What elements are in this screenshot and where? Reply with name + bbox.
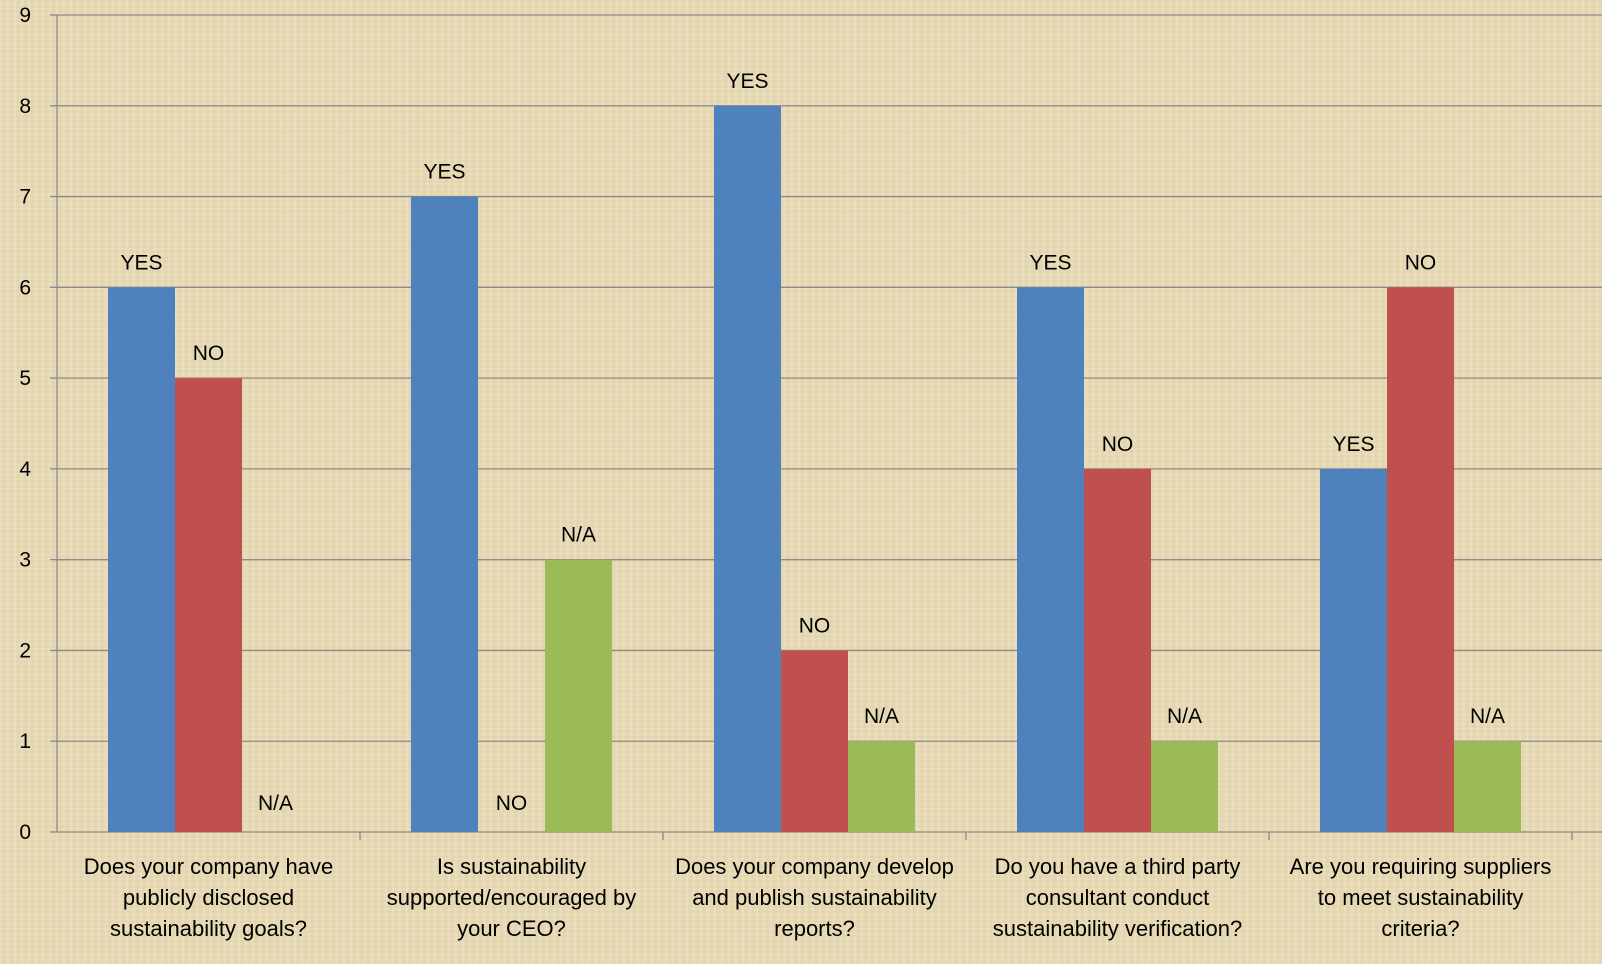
data-label: YES	[423, 161, 465, 184]
bar-no	[1084, 469, 1151, 832]
category-label: Do you have a third party	[995, 854, 1241, 879]
bar-no	[175, 378, 242, 832]
category-label: criteria?	[1381, 916, 1459, 941]
y-tick-label: 1	[19, 730, 31, 753]
data-label: N/A	[864, 705, 899, 728]
y-tick-label: 9	[19, 4, 31, 27]
bar-na	[1454, 741, 1521, 832]
category-label: Does your company develop	[675, 854, 954, 879]
category-label: and publish sustainability	[692, 885, 937, 910]
y-tick-label: 2	[19, 639, 31, 662]
data-label: NO	[496, 792, 528, 815]
data-label: N/A	[561, 524, 596, 547]
bar-yes	[1017, 287, 1084, 832]
y-tick-label: 7	[19, 186, 31, 209]
bar-na	[545, 560, 612, 832]
data-label: YES	[1332, 433, 1374, 456]
category-label: Does your company have	[84, 854, 333, 879]
category-label: sustainability verification?	[993, 916, 1242, 941]
category-label: publicly disclosed	[123, 885, 294, 910]
bar-no	[1387, 287, 1454, 832]
category-label: Are you requiring suppliers	[1290, 854, 1552, 879]
y-tick-label: 4	[19, 458, 31, 481]
category-labels: Does your company have publicly disclosed…	[84, 854, 1552, 941]
category-label: sustainability goals?	[110, 916, 307, 941]
y-tick-label: 8	[19, 95, 31, 118]
category-label: your CEO?	[457, 916, 566, 941]
bar-yes	[714, 106, 781, 832]
category-label: Is sustainability	[437, 854, 586, 879]
category-label: supported/encouraged by	[387, 885, 637, 910]
category-label: consultant conduct	[1026, 885, 1209, 910]
y-tick-label: 6	[19, 276, 31, 299]
bar-na	[848, 741, 915, 832]
y-tick-label: 5	[19, 367, 31, 390]
y-tick-label: 3	[19, 549, 31, 572]
data-label: YES	[120, 251, 162, 274]
data-label: NO	[1405, 251, 1437, 274]
bar-yes	[108, 287, 175, 832]
bar-yes	[1320, 469, 1387, 832]
category-label: to meet sustainability	[1318, 885, 1523, 910]
data-label: YES	[1029, 251, 1071, 274]
bar-na	[1151, 741, 1218, 832]
bar-no	[781, 650, 848, 832]
data-label: NO	[1102, 433, 1134, 456]
bar-yes	[411, 197, 478, 832]
category-label: reports?	[774, 916, 855, 941]
data-label: NO	[193, 342, 225, 365]
data-label: NO	[799, 614, 831, 637]
data-label: N/A	[258, 792, 293, 815]
y-tick-label: 0	[19, 821, 31, 844]
data-label: YES	[726, 70, 768, 93]
data-label: N/A	[1167, 705, 1202, 728]
data-label: N/A	[1470, 705, 1505, 728]
